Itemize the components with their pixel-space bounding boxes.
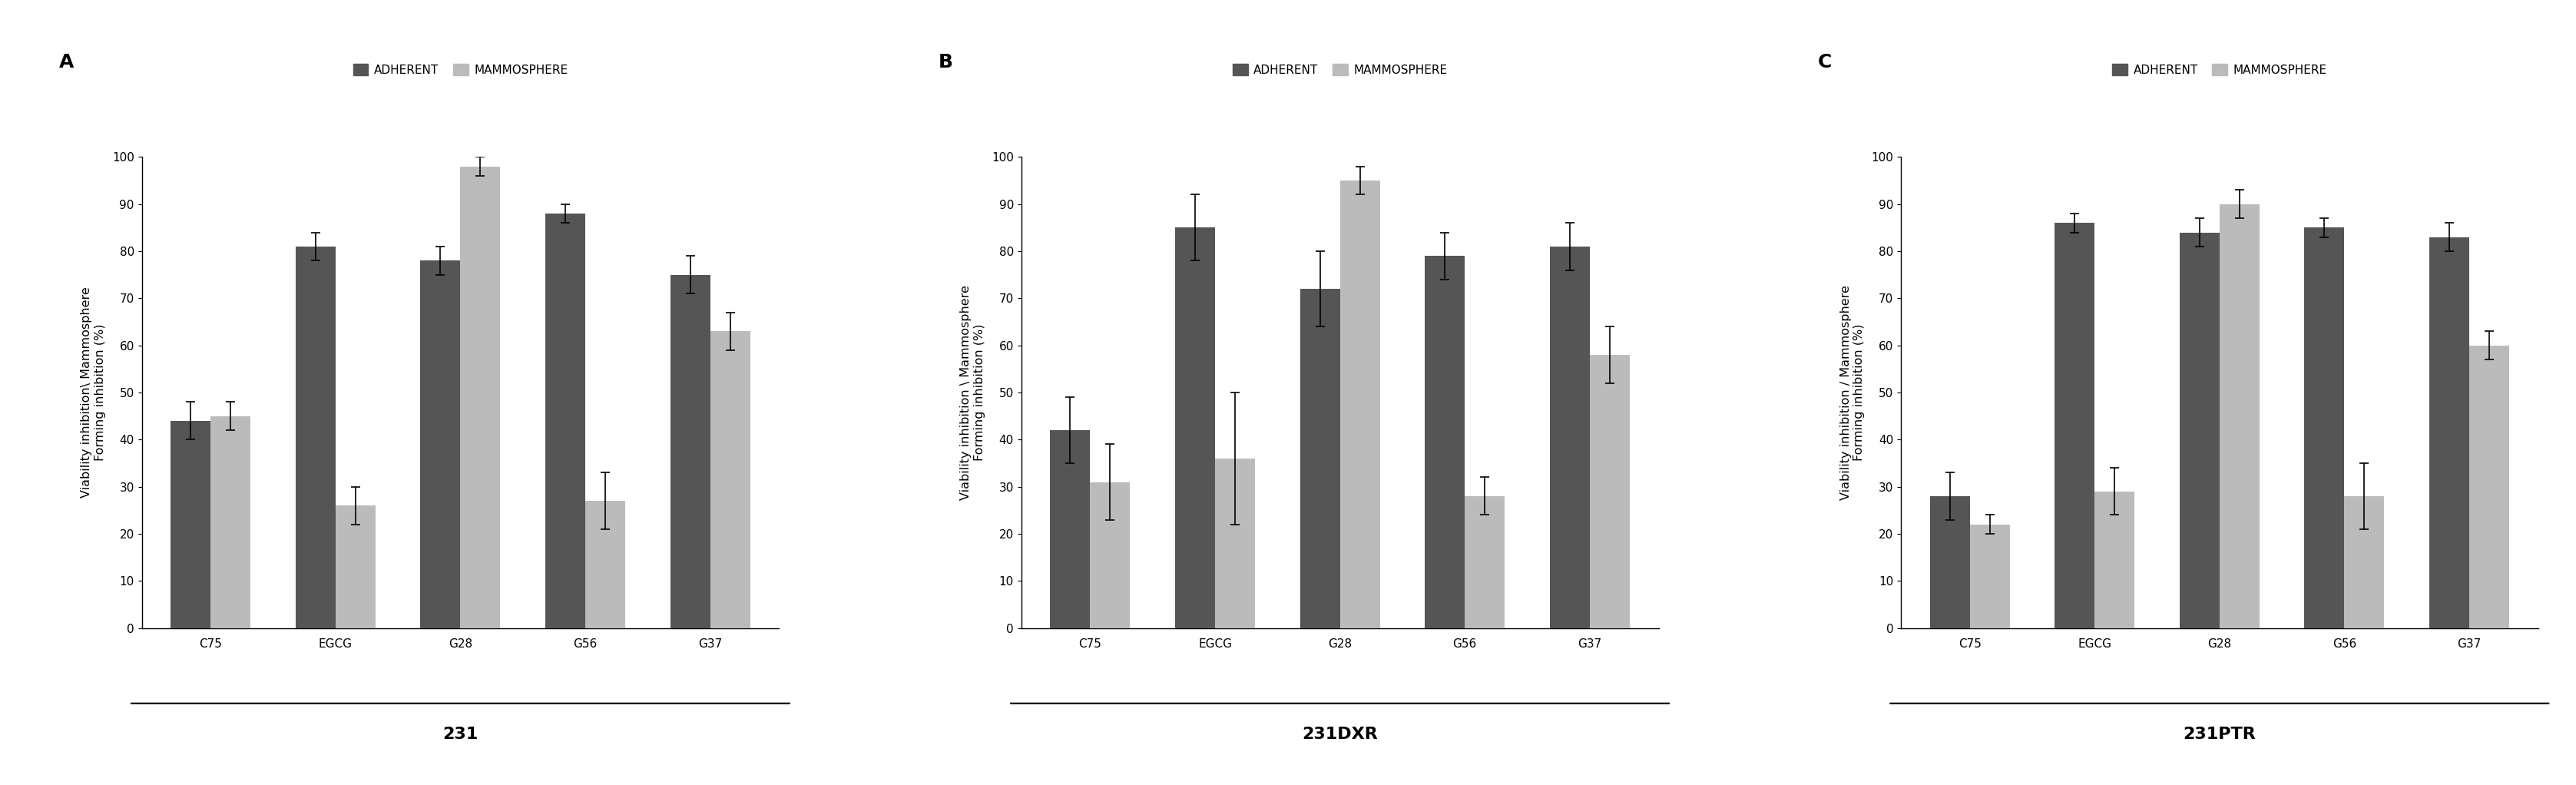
Bar [1548, 246, 1589, 628]
Bar [2468, 345, 2509, 628]
Bar [1425, 256, 1463, 628]
Legend: ADHERENT, MAMMOSPHERE: ADHERENT, MAMMOSPHERE [2107, 59, 2331, 81]
Bar [1175, 228, 1216, 628]
Y-axis label: Viability inhibition / Mammosphere
Forming inhibition (%): Viability inhibition / Mammosphere Formi… [1839, 285, 1865, 500]
Bar [1090, 482, 1131, 628]
Bar [1968, 524, 2009, 628]
Bar [170, 421, 211, 628]
Bar [2303, 228, 2344, 628]
Bar [335, 506, 376, 628]
Bar [461, 166, 500, 628]
Text: C: C [1819, 53, 1832, 71]
Bar [211, 416, 250, 628]
Bar [1340, 181, 1381, 628]
Text: 231PTR: 231PTR [2182, 727, 2254, 743]
Bar [546, 214, 585, 628]
Y-axis label: Viability inhibition\ Mammosphere
Forming inhibition (%): Viability inhibition\ Mammosphere Formin… [80, 287, 106, 498]
Bar [2179, 232, 2218, 628]
Bar [585, 501, 626, 628]
Text: 231: 231 [443, 727, 479, 743]
Legend: ADHERENT, MAMMOSPHERE: ADHERENT, MAMMOSPHERE [1226, 59, 1453, 81]
Text: B: B [938, 53, 953, 71]
Bar [1051, 430, 1090, 628]
Bar [2429, 237, 2468, 628]
Bar [2053, 223, 2094, 628]
Bar [296, 246, 335, 628]
Bar [1589, 355, 1628, 628]
Bar [2218, 204, 2259, 628]
Text: A: A [59, 53, 75, 71]
Y-axis label: Viability inhibition \ Mammosphere
Forming inhibition (%): Viability inhibition \ Mammosphere Formi… [961, 285, 984, 500]
Bar [711, 331, 750, 628]
Bar [2094, 491, 2133, 628]
Bar [1463, 496, 1504, 628]
Bar [670, 275, 711, 628]
Bar [1929, 496, 1968, 628]
Bar [1298, 289, 1340, 628]
Bar [420, 261, 461, 628]
Text: 231DXR: 231DXR [1301, 727, 1378, 743]
Legend: ADHERENT, MAMMOSPHERE: ADHERENT, MAMMOSPHERE [348, 59, 572, 81]
Bar [2344, 496, 2383, 628]
Bar [1216, 458, 1255, 628]
